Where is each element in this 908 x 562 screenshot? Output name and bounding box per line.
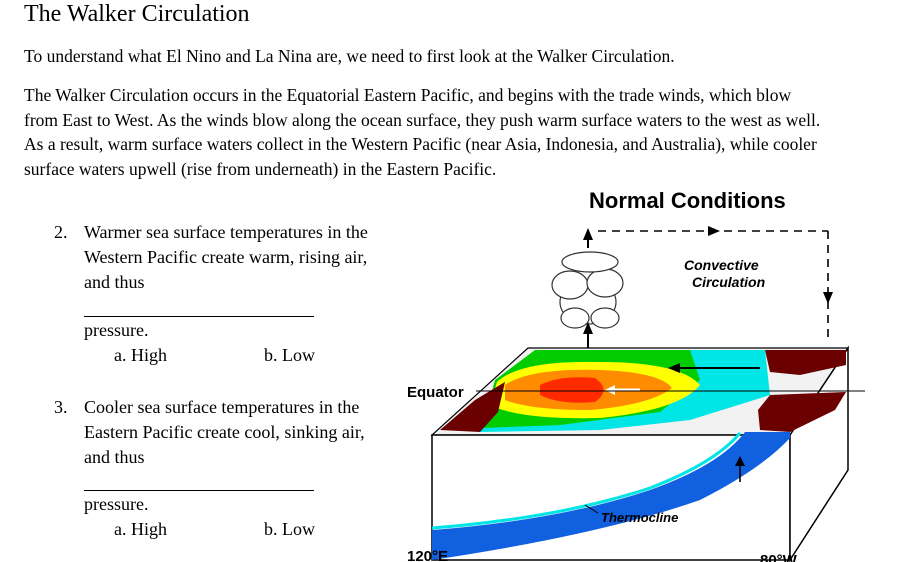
upper-flow-arrow-head <box>708 226 720 236</box>
question-number: 2. <box>54 222 68 242</box>
trade-wind-arrow-head <box>605 385 615 395</box>
right-longitude-label: 80°W <box>760 552 798 562</box>
answer-blank[interactable] <box>84 316 314 317</box>
left-longitude-label: 120°E <box>407 548 448 562</box>
page-title: The Walker Circulation <box>24 1 250 27</box>
question-3: 3. Cooler sea surface temperatures in th… <box>54 395 394 475</box>
question-text: Warmer sea surface temperatures in the W… <box>84 222 368 292</box>
equator-label: Equator <box>407 384 464 401</box>
land-east-north <box>765 350 846 375</box>
deep-ocean <box>432 432 790 560</box>
question-text: Cooler sea surface temperatures in the E… <box>84 397 365 467</box>
rising-air-arrow-head <box>583 322 593 334</box>
question-2: 2. Warmer sea surface temperatures in th… <box>54 220 394 300</box>
cloud-icon <box>551 251 624 329</box>
option-b[interactable]: b. Low <box>264 345 315 365</box>
convective-label-1: Convective <box>684 257 759 273</box>
upwelling-arrow-head <box>735 456 745 466</box>
walker-paragraph: The Walker Circulation occurs in the Equ… <box>24 85 821 179</box>
thermocline-label: Thermocline <box>601 510 678 525</box>
answer-blank[interactable] <box>84 490 314 491</box>
question-number: 3. <box>54 397 68 417</box>
question-suffix: pressure. <box>84 320 149 340</box>
option-b[interactable]: b. Low <box>264 519 315 539</box>
question-suffix: pressure. <box>84 494 149 514</box>
trade-wind-arrow-head <box>668 363 680 373</box>
land-west <box>440 382 505 432</box>
thermocline-pointer <box>584 504 599 514</box>
option-a[interactable]: a. High <box>114 345 167 365</box>
convective-label-2: Circulation <box>692 274 765 290</box>
land-east-south <box>758 392 846 432</box>
diagram-title: Normal Conditions <box>589 188 786 213</box>
warm-core <box>540 377 604 403</box>
thermocline-line <box>431 432 742 530</box>
option-a[interactable]: a. High <box>114 519 167 539</box>
rising-air-arrow-head <box>583 228 593 240</box>
intro-paragraph: To understand what El Nino and La Nina a… <box>24 46 675 66</box>
descending-flow-arrow-head <box>823 292 833 304</box>
